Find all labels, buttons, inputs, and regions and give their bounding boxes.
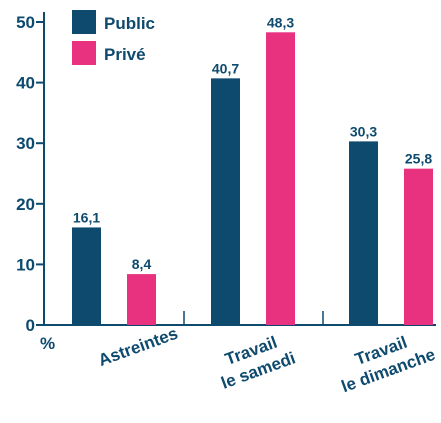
y-tick-label: 0 [26,316,35,335]
y-tick-label: 10 [16,255,35,274]
data-label: 30,3 [350,123,377,139]
bar-privé-1 [266,32,295,325]
category-label: Astreintes [96,324,181,370]
y-axis-label: % [40,334,55,353]
data-label: 40,7 [212,60,239,76]
legend-swatch-public [72,10,96,34]
bar-public-1 [211,78,240,325]
bar-public-0 [72,227,101,325]
legend-swatch-privé [72,41,96,65]
bars [72,32,433,325]
category-label: Travaille samedi [211,329,298,393]
data-label: 16,1 [73,209,100,225]
y-ticks: 0 10 20 30 40 50% [16,13,55,353]
bar-privé-2 [404,168,433,325]
y-tick-label: 30 [16,134,35,153]
data-label: 48,3 [267,14,294,30]
y-tick-label: 40 [16,74,35,93]
legend-label: Public [104,14,155,33]
y-tick-label: 20 [16,195,35,214]
bar-public-2 [349,141,378,325]
legend-label: Privé [104,45,146,64]
legend: Public Privé [72,10,155,65]
data-label: 8,4 [132,256,152,272]
data-labels: 16,1 40,7 30,3 8,4 48,3 25,8 [73,14,432,272]
category-label: Travaille dimanche [332,325,438,396]
bar-privé-0 [127,274,156,325]
category-labels: Astreintes Travaille samedi Travaille dima… [96,324,438,397]
category-label-line: Astreintes [96,324,181,370]
y-tick-label: 50 [16,13,35,32]
data-label: 25,8 [405,151,432,167]
